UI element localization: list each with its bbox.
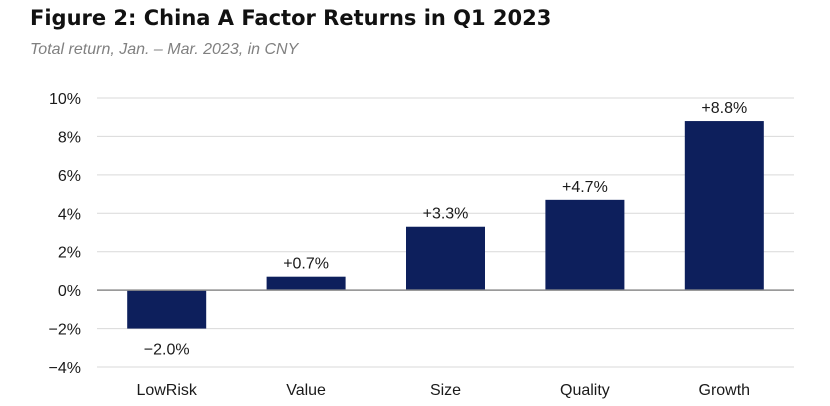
bar-lowrisk — [127, 290, 207, 329]
x-category-label: Growth — [699, 382, 751, 399]
y-tick-label: 4% — [58, 206, 81, 223]
data-label: −2.0% — [144, 342, 190, 359]
y-tick-label: 0% — [58, 283, 81, 300]
bar-growth — [684, 121, 764, 291]
x-category-label: LowRisk — [136, 382, 197, 399]
y-tick-label: 8% — [58, 129, 81, 146]
bar-size — [406, 226, 485, 291]
data-labels: −2.0% +0.7% +3.3% +4.7% +8.8% — [144, 100, 747, 359]
data-label: +8.8% — [701, 100, 747, 117]
y-tick-label: 6% — [58, 168, 81, 185]
y-tick-label: −2% — [49, 322, 81, 339]
y-tick-label: 10% — [49, 91, 81, 108]
chart-title: Figure 2: China A Factor Returns in Q1 2… — [30, 6, 552, 30]
bar-value — [266, 276, 346, 291]
y-tick-label: 2% — [58, 245, 81, 262]
bars — [127, 121, 764, 329]
chart-subtitle: Total return, Jan. – Mar. 2023, in CNY — [30, 41, 299, 58]
x-category-label: Size — [430, 382, 461, 399]
x-category-label: Quality — [560, 382, 610, 399]
y-tick-label: −4% — [49, 360, 81, 377]
data-label: +0.7% — [283, 256, 329, 273]
data-label: +4.7% — [562, 179, 608, 196]
x-axis-categories: LowRisk Value Size Quality Growth — [136, 382, 750, 399]
gridlines — [97, 97, 794, 368]
x-category-label: Value — [286, 382, 326, 399]
data-label: +3.3% — [423, 206, 469, 223]
bar-quality — [545, 199, 625, 291]
y-axis-ticks: 10% 8% 6% 4% 2% 0% −2% −4% — [49, 91, 81, 377]
